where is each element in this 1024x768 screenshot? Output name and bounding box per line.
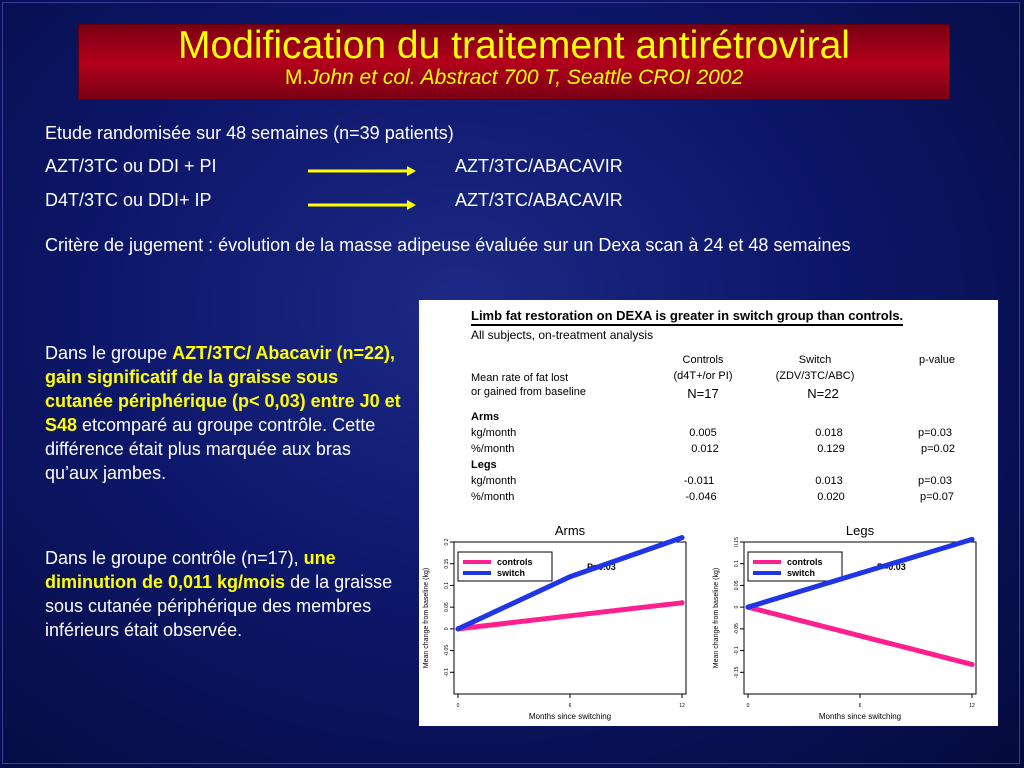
arrow-right-icon <box>308 166 416 176</box>
row-label-line2: or gained from baseline <box>471 386 586 398</box>
y-axis-label: Mean change from baseline (kg) <box>713 568 720 668</box>
slide-subtitle: M.John et col. Abstract 700 T, Seattle C… <box>79 66 949 90</box>
table-cell-pvalue: p=0.03 <box>918 427 952 439</box>
x-tick-label: 0 <box>747 703 750 709</box>
section-legs: Legs <box>471 459 497 471</box>
col-switch-subheader: (ZDV/3TC/ABC) <box>775 370 855 382</box>
figure-subtitle: All subjects, on-treatment analysis <box>471 328 654 342</box>
subtitle-prefix: M. <box>284 66 309 89</box>
regimen-row1-right: AZT/3TC/ABACAVIR <box>455 156 623 176</box>
legend-label: switch <box>787 568 815 578</box>
figure-title: Limb fat restoration on DEXA is greater … <box>471 308 904 326</box>
table-row-label: kg/month <box>471 475 517 487</box>
y-tick-label: 0.15 <box>444 559 450 569</box>
subtitle-reference: John et col. Abstract 700 T, Seattle CRO… <box>308 66 744 89</box>
chart-arms: Arms -0.1 -0.05 0 0.05 0.1 0.15 0.2 0 6 12 Months s… <box>423 523 687 721</box>
x-tick-label: 12 <box>969 703 975 709</box>
row-label-line1: Mean rate of fat lost <box>471 372 569 384</box>
study-description: Etude randomisée sur 48 semaines (n=39 p… <box>45 123 454 143</box>
table-cell-controls: -0.046 <box>685 491 717 503</box>
title-banner: Modification du traitement antirétrovira… <box>78 24 950 100</box>
y-tick-label: 0.2 <box>444 538 450 545</box>
y-tick-label: -0.05 <box>444 645 450 657</box>
p-value-annotation: P=0.03 <box>877 562 906 572</box>
legend-label: controls <box>497 557 533 567</box>
regimen-row2-right: AZT/3TC/ABACAVIR <box>455 190 623 210</box>
y-axis-label: Mean change from baseline (kg) <box>423 568 430 668</box>
y-tick-label: 0.15 <box>734 537 740 547</box>
data-point <box>679 535 685 541</box>
data-point <box>745 604 751 610</box>
y-tick-label: 0.1 <box>734 560 740 567</box>
y-tick-label: -0.15 <box>734 666 740 678</box>
x-tick-label: 12 <box>679 703 685 709</box>
y-tick-label: -0.1 <box>444 668 450 677</box>
x-tick-label: 0 <box>457 703 460 709</box>
x-tick-label: 6 <box>569 703 572 709</box>
table-row-label: %/month <box>471 491 515 503</box>
data-point <box>857 570 863 576</box>
regimen-row1-left: AZT/3TC ou DDI + PI <box>45 156 217 176</box>
table-cell-controls: 0.012 <box>691 443 719 455</box>
x-axis-label: Months since switching <box>529 712 611 721</box>
result-paragraph-switch: Dans le groupe AZT/3TC/ Abacavir (n=22),… <box>45 341 403 485</box>
table-cell-switch: 0.018 <box>815 427 843 439</box>
x-axis-label: Months since switching <box>819 712 901 721</box>
table-row-label: kg/month <box>471 427 517 439</box>
legend-label: switch <box>497 568 525 578</box>
regimen-row2-left: D4T/3TC ou DDI+ IP <box>45 190 212 210</box>
table-cell-controls: -0.011 <box>683 475 715 487</box>
table-cell-switch: 0.020 <box>817 491 845 503</box>
col-controls-subheader: (d4T+/or PI) <box>673 370 733 382</box>
col-controls-header: Controls <box>682 354 724 366</box>
table-cell-switch: 0.013 <box>815 475 843 487</box>
p1-highlight: AZT/3TC/ Abacavir (n=22), gain significa… <box>45 343 401 435</box>
slide-title: Modification du traitement antirétrovira… <box>178 24 850 67</box>
n-switch: N=22 <box>807 386 839 401</box>
legend-box <box>457 551 553 582</box>
section-arms: Arms <box>471 411 500 423</box>
data-point <box>857 633 863 639</box>
table-cell-switch: 0.129 <box>817 443 845 455</box>
table-cell-controls: 0.005 <box>689 427 717 439</box>
p1-text-a: Dans le groupe <box>45 343 173 363</box>
y-tick-label: 0 <box>444 627 450 630</box>
y-tick-label: 0 <box>734 606 740 609</box>
arrow-right-icon <box>308 200 416 210</box>
table-cell-pvalue: p=0.03 <box>918 475 952 487</box>
chart-legs: Legs -0.15 -0.1 -0.05 0 0.05 0.1 0.15 0 6 12 Months… <box>713 523 977 721</box>
y-tick-label: -0.1 <box>734 646 740 655</box>
chart-title: Arms <box>555 523 586 538</box>
data-point <box>567 613 573 619</box>
n-controls: N=17 <box>687 386 719 401</box>
dexa-figure: Limb fat restoration on DEXA is greater … <box>419 300 998 726</box>
evaluation-criterion: Critère de jugement : évolution de la ma… <box>45 235 851 255</box>
data-point <box>969 536 975 542</box>
data-point <box>679 600 685 606</box>
table-cell-pvalue: p=0.02 <box>921 443 955 455</box>
p2-text-b: de la graisse sous cutanée périphérique … <box>45 572 393 640</box>
col-switch-header: Switch <box>798 354 832 366</box>
p1-text-b: etcomparé au groupe contrôle. Cette diff… <box>45 415 376 483</box>
x-tick-label: 6 <box>859 703 862 709</box>
p2-text-a: Dans le groupe contrôle (n=17), <box>45 548 304 568</box>
y-tick-label: 0.05 <box>734 580 740 590</box>
y-tick-label: -0.05 <box>734 623 740 635</box>
y-tick-label: 0.05 <box>444 602 450 612</box>
data-point <box>969 661 975 667</box>
data-point <box>455 626 461 632</box>
chart-title: Legs <box>846 523 875 538</box>
col-pvalue-header: p-value <box>918 354 956 366</box>
result-paragraph-control: Dans le groupe contrôle (n=17), une dimi… <box>45 546 403 642</box>
p2-highlight: une diminution de 0,011 kg/mois <box>45 548 336 592</box>
table-cell-pvalue: p=0.07 <box>920 491 954 503</box>
legend-box <box>747 551 843 582</box>
data-point <box>567 574 573 580</box>
table-row-label: %/month <box>471 443 515 455</box>
y-tick-label: 0.1 <box>444 582 450 589</box>
legend-label: controls <box>787 557 823 567</box>
